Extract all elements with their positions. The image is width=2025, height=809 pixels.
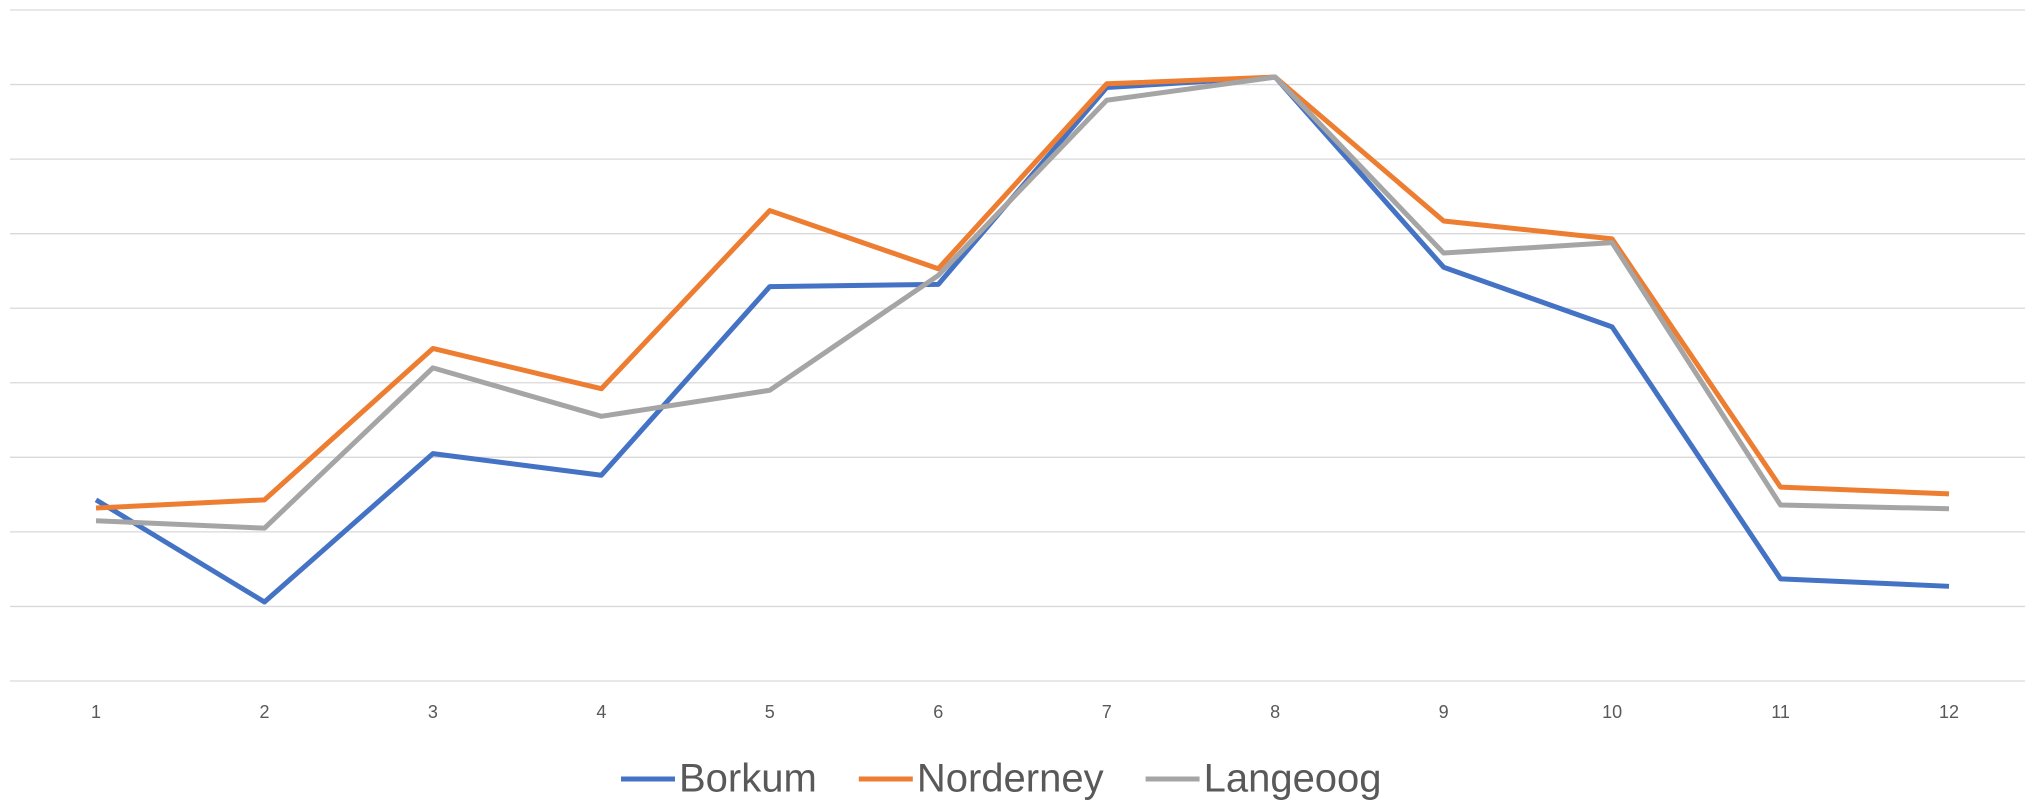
- x-tick-label: 1: [91, 702, 101, 722]
- series-line: [95, 74, 1950, 531]
- x-tick-label: 7: [1102, 702, 1112, 722]
- x-tick-label: 4: [596, 702, 606, 722]
- series-line: [94, 74, 1950, 605]
- x-tick-label: 2: [259, 702, 269, 722]
- legend-label: Langeoog: [1204, 757, 1382, 801]
- x-tick-label: 5: [765, 702, 775, 722]
- x-tick-label: 9: [1439, 702, 1449, 722]
- x-tick-label: 8: [1270, 702, 1280, 722]
- x-tick-label: 6: [933, 702, 943, 722]
- x-tick-label: 12: [1939, 702, 1959, 722]
- legend-label: Borkum: [679, 757, 817, 801]
- x-tick-label: 11: [1771, 702, 1790, 722]
- legend-label: Norderney: [917, 757, 1104, 801]
- x-tick-label: 3: [428, 702, 438, 722]
- x-tick-label: 10: [1602, 702, 1622, 722]
- series-line: [95, 74, 1950, 511]
